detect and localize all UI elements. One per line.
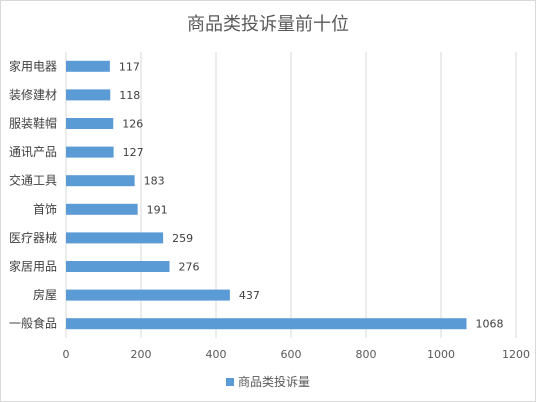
category-label: 交通工具 [9,173,57,188]
chart-title: 商品类投诉量前十位 [187,14,349,35]
category-label: 装修建材 [9,87,57,102]
data-label: 259 [172,232,193,245]
legend-swatch [225,378,234,386]
data-label: 276 [179,261,200,274]
bar [66,60,110,72]
category-label: 房屋 [33,287,57,302]
bar [66,203,138,215]
bar [66,261,170,272]
x-tick-label: 0 [63,348,70,361]
x-tick-label: 400 [206,348,227,361]
bar [66,118,114,129]
bar [66,146,114,158]
data-label: 437 [239,289,260,302]
data-label: 126 [122,118,143,131]
category-label: 一般食品 [9,316,57,331]
data-label: 117 [119,60,140,73]
bar [66,289,230,301]
x-tick-label: 1200 [502,348,530,361]
x-tick-label: 600 [281,348,302,361]
legend: 商品类投诉量 [0,373,536,390]
x-tick-label: 1000 [427,348,455,361]
category-label: 家用电器 [9,58,57,73]
category-label: 医疗器械 [9,230,57,245]
category-label: 服装鞋帽 [9,116,57,131]
bar [66,318,467,330]
category-label: 家居用品 [9,259,57,274]
bar [66,175,135,187]
bar [66,232,164,244]
data-label: 127 [123,146,144,159]
x-tick-label: 200 [131,348,152,361]
x-tick-label: 800 [356,348,377,361]
data-label: 118 [119,89,140,102]
category-label: 首饰 [33,202,57,216]
legend-label: 商品类投诉量 [237,375,310,389]
data-label: 1068 [476,318,504,331]
data-label: 183 [144,175,165,188]
data-label: 191 [147,203,168,216]
bar [66,89,111,101]
category-label: 通讯产品 [9,145,57,159]
